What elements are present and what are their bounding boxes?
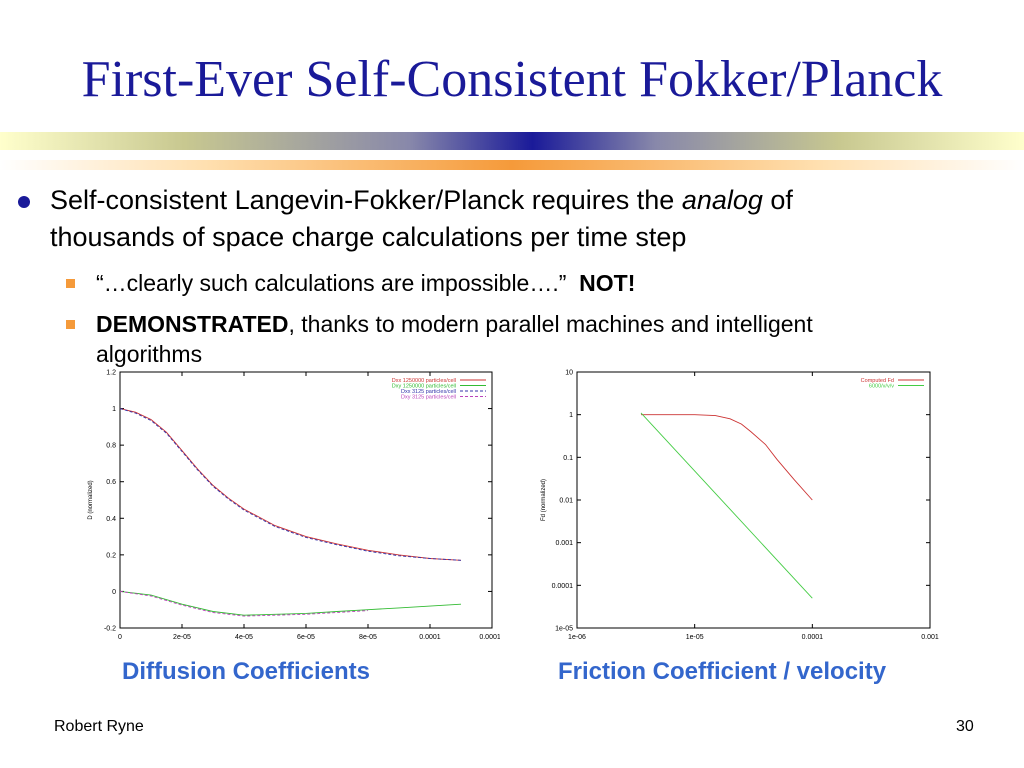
plot-frame xyxy=(576,371,931,629)
legend-label-1: Computed Fd xyxy=(861,378,894,384)
friction-chart-svg: 1e-06 1e-05 0.0001 0.0011e-050.00010.0010.0… xyxy=(541,370,939,652)
bullet-1: Self-consistent Langevin-Fokker/Planck r… xyxy=(50,182,1010,256)
y-tick-label: 0.01 xyxy=(559,498,573,505)
series-line-2 xyxy=(119,590,462,616)
legend-label-4: Dxy 3125 particles/cell xyxy=(401,395,456,401)
y-tick-label: 1 xyxy=(112,406,116,413)
sub-bullet-1-quote: “…clearly such calculations are impossib… xyxy=(96,270,567,296)
legend-label-2: 6000/v/v/v xyxy=(869,384,894,390)
diffusion-chart-svg: 02e-054e-056e-058e-050.00010.00012-0.200… xyxy=(88,370,505,652)
series-line-4 xyxy=(119,590,369,617)
x-tick-label: 0 xyxy=(118,634,122,641)
title-underline-band xyxy=(0,132,1024,150)
series-line-2 xyxy=(640,412,813,599)
x-tick-label: 0.001 xyxy=(921,634,939,641)
x-tick-label: 2e-05 xyxy=(173,634,191,641)
bullet-1-line2: thousands of space charge calculations p… xyxy=(50,222,687,252)
x-tick-label: 1e-06 xyxy=(568,634,586,641)
bullet-1-text: Self-consistent Langevin-Fokker/Planck r… xyxy=(50,185,682,215)
sub-bullet-2: DEMONSTRATED, thanks to modern parallel … xyxy=(96,309,996,369)
x-tick-label: 1e-05 xyxy=(686,634,704,641)
y-axis-label: Fd (normalized) xyxy=(541,479,547,521)
y-tick-label: 10 xyxy=(565,370,573,377)
legend-label-1: Dxx 1250000 particles/cell xyxy=(392,378,456,384)
friction-plot: 1e-06 1e-05 0.0001 0.001 1e-05 0.0001 0.001 0.0… xyxy=(532,368,944,652)
bullet-dot xyxy=(18,196,30,208)
caption-friction: Friction Coefficient / velocity xyxy=(558,658,887,685)
series-line-1 xyxy=(119,408,462,561)
slide-title: First-Ever Self-Consistent Fokker/Planck xyxy=(81,51,943,108)
footer-author: Robert Ryne xyxy=(54,718,144,735)
y-tick-label: 0.001 xyxy=(555,540,573,547)
diffusion-plot: 02e-054e-056e-058e-050.00010.00012-0.200… xyxy=(82,368,505,652)
y-tick-label: 0.0001 xyxy=(552,583,574,590)
y-tick-label: 0.2 xyxy=(106,552,116,559)
y-tick-label: 0.6 xyxy=(106,479,116,486)
caption-diffusion: Diffusion Coefficients xyxy=(122,658,371,685)
plot-frame xyxy=(119,371,493,629)
sub-bullet-1: “…clearly such calculations are impossib… xyxy=(96,268,635,298)
y-tick-label: 0 xyxy=(112,589,116,596)
y-tick-label: 1 xyxy=(569,412,573,419)
sub-bullet-1-bold: NOT! xyxy=(579,270,636,296)
sub-bullet-square xyxy=(66,320,75,329)
x-tick-label: 0.0001 xyxy=(419,634,441,641)
y-tick-label: -0.2 xyxy=(104,626,116,633)
y-tick-label: 0.1 xyxy=(563,455,573,462)
y-tick-label: 0.4 xyxy=(106,516,116,523)
x-tick-label: 0.00012 xyxy=(479,634,500,641)
x-tick-label: 6e-05 xyxy=(297,634,315,641)
y-tick-label: 1.2 xyxy=(106,370,116,377)
x-tick-label: 8e-05 xyxy=(359,634,377,641)
series-line-3 xyxy=(119,408,462,561)
x-tick-label: 0.0001 xyxy=(802,634,824,641)
bullet-1-emphasis: analog xyxy=(681,185,763,215)
y-tick-label: 0.8 xyxy=(106,443,116,450)
x-tick-label: 4e-05 xyxy=(235,634,253,641)
series-line-1 xyxy=(641,414,813,501)
sub-bullet-2-text: , thanks to modern parallel machines and… xyxy=(288,311,813,337)
y-tick-label: 1e-05 xyxy=(555,626,573,633)
sub-bullet-square xyxy=(66,279,75,288)
sub-bullet-2-bold: DEMONSTRATED xyxy=(96,311,289,337)
legend-label-3: Dxx 3125 particles/cell xyxy=(401,389,456,395)
sub-bullet-2-line2: algorithms xyxy=(96,341,203,367)
footer-page-number: 30 xyxy=(956,718,974,735)
y-axis-label: D (normalized) xyxy=(88,480,94,519)
legend-label-2: Dxy 1250000 particles/cell xyxy=(392,384,456,390)
title-underline-accent xyxy=(0,160,1024,170)
bullet-1-tail: of xyxy=(762,185,793,215)
